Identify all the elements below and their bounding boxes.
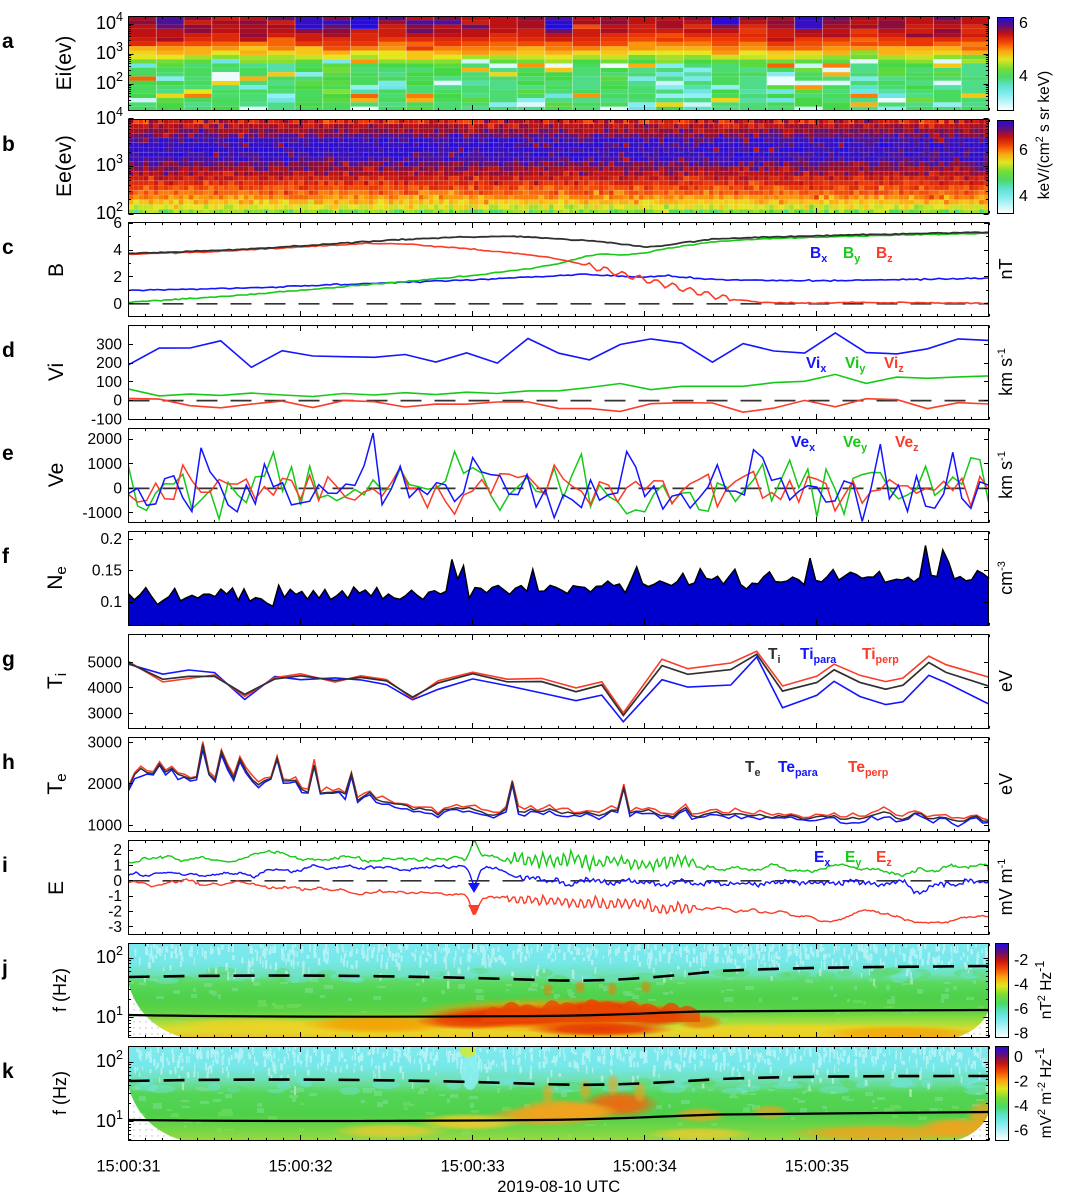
svg-text:15:00:35: 15:00:35 — [785, 1158, 849, 1176]
svg-text:200: 200 — [96, 355, 122, 372]
svg-text:-4: -4 — [1014, 1098, 1028, 1115]
svg-text:0: 0 — [113, 296, 122, 313]
svg-text:0.2: 0.2 — [100, 531, 122, 548]
svg-text:a: a — [2, 30, 14, 53]
svg-text:E: E — [45, 881, 68, 895]
svg-text:0: 0 — [113, 480, 122, 497]
svg-text:b: b — [2, 133, 15, 156]
svg-text:mV m-1: mV m-1 — [996, 859, 1016, 916]
svg-text:100: 100 — [96, 374, 122, 391]
svg-text:0: 0 — [113, 393, 122, 410]
svg-text:4000: 4000 — [88, 680, 123, 697]
svg-text:15:00:31: 15:00:31 — [96, 1158, 160, 1176]
svg-text:6: 6 — [1019, 15, 1028, 32]
svg-text:Vez: Vez — [895, 434, 919, 454]
svg-text:-6: -6 — [1014, 1001, 1028, 1018]
svg-text:15:00:33: 15:00:33 — [441, 1158, 505, 1176]
svg-text:nT2 Hz-1: nT2 Hz-1 — [1033, 961, 1055, 1020]
svg-text:e: e — [2, 442, 14, 465]
svg-text:eV: eV — [996, 773, 1016, 795]
svg-text:Ti: Ti — [44, 673, 70, 689]
svg-text:Vex: Vex — [791, 434, 815, 454]
svg-text:2000: 2000 — [88, 776, 123, 793]
svg-text:2: 2 — [113, 269, 122, 286]
svg-text:Ti: Ti — [768, 646, 780, 666]
svg-text:2019-08-10 UTC: 2019-08-10 UTC — [497, 1178, 620, 1196]
svg-text:0.15: 0.15 — [92, 563, 122, 580]
svg-text:4: 4 — [113, 242, 122, 259]
svg-text:c: c — [2, 236, 14, 259]
svg-text:-1000: -1000 — [82, 505, 122, 522]
svg-text:-4: -4 — [1014, 977, 1028, 994]
svg-text:Ve: Ve — [45, 463, 68, 488]
svg-text:d: d — [2, 339, 15, 362]
svg-text:5000: 5000 — [88, 654, 123, 671]
svg-text:2: 2 — [113, 842, 122, 859]
svg-text:B: B — [45, 263, 68, 277]
svg-text:mV2 m-2 Hz-1: mV2 m-2 Hz-1 — [1033, 1048, 1055, 1139]
svg-text:Ee(ev): Ee(ev) — [53, 135, 76, 197]
svg-text:1000: 1000 — [88, 817, 123, 834]
svg-text:keV/(cm2 s sr keV): keV/(cm2 s sr keV) — [1034, 71, 1053, 199]
svg-text:Vi: Vi — [45, 363, 68, 381]
svg-text:0: 0 — [113, 873, 122, 890]
svg-text:-6: -6 — [1014, 1123, 1028, 1140]
svg-text:g: g — [2, 648, 15, 671]
svg-text:i: i — [2, 854, 8, 877]
svg-text:-2: -2 — [108, 904, 122, 921]
svg-text:f (Hz): f (Hz) — [50, 1071, 70, 1115]
svg-text:4: 4 — [1019, 68, 1028, 85]
svg-text:4: 4 — [1019, 188, 1028, 205]
svg-text:j: j — [1, 957, 8, 980]
svg-text:km s-1: km s-1 — [996, 348, 1016, 396]
svg-text:2000: 2000 — [88, 431, 123, 448]
svg-text:300: 300 — [96, 337, 122, 354]
svg-text:-2: -2 — [1014, 952, 1028, 969]
svg-text:-3: -3 — [108, 919, 122, 936]
svg-text:nT: nT — [996, 258, 1016, 279]
svg-text:h: h — [2, 751, 15, 774]
svg-text:0.1: 0.1 — [100, 594, 122, 611]
svg-text:-100: -100 — [91, 411, 122, 428]
svg-text:-8: -8 — [1014, 1026, 1028, 1043]
svg-text:Ei(ev): Ei(ev) — [53, 36, 76, 91]
svg-text:eV: eV — [996, 670, 1016, 692]
svg-text:0: 0 — [1014, 1049, 1023, 1066]
svg-text:-2: -2 — [1014, 1074, 1028, 1091]
svg-text:1: 1 — [113, 857, 122, 874]
svg-text:3000: 3000 — [88, 706, 123, 723]
svg-text:f: f — [2, 545, 10, 568]
svg-text:1000: 1000 — [88, 456, 123, 473]
svg-text:6: 6 — [113, 215, 122, 232]
svg-text:-1: -1 — [108, 888, 122, 905]
svg-text:km s-1: km s-1 — [996, 451, 1016, 499]
svg-text:15:00:34: 15:00:34 — [613, 1158, 677, 1176]
svg-text:f (Hz): f (Hz) — [50, 968, 70, 1012]
svg-text:k: k — [2, 1060, 14, 1083]
svg-text:3000: 3000 — [88, 734, 123, 751]
svg-text:15:00:32: 15:00:32 — [268, 1158, 332, 1176]
svg-text:Vey: Vey — [843, 434, 867, 454]
svg-text:6: 6 — [1019, 142, 1028, 159]
